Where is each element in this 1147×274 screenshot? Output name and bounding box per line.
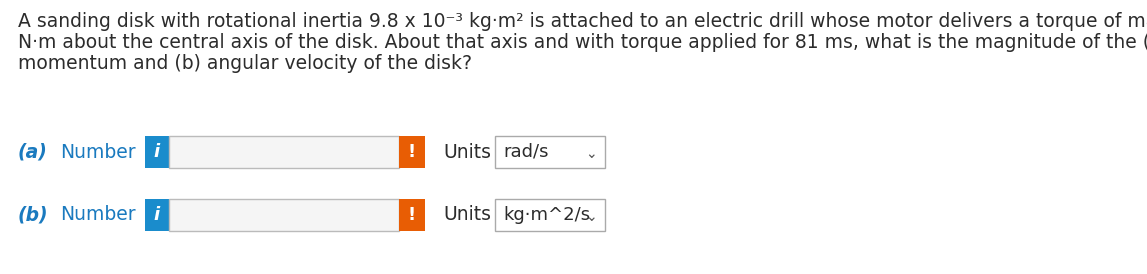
Text: (b): (b) [18,206,48,224]
Text: i: i [154,206,161,224]
Text: ⌄: ⌄ [585,210,596,224]
FancyBboxPatch shape [169,136,399,168]
FancyBboxPatch shape [399,199,426,231]
Text: N·m about the central axis of the disk. About that axis and with torque applied : N·m about the central axis of the disk. … [18,33,1147,52]
Text: !: ! [408,143,416,161]
Text: kg·m^2/s: kg·m^2/s [504,206,590,224]
Text: !: ! [408,206,416,224]
Text: A sanding disk with rotational inertia 9.8 x 10⁻³ kg·m² is attached to an electr: A sanding disk with rotational inertia 9… [18,12,1147,31]
Text: Units: Units [443,206,491,224]
Text: ⌄: ⌄ [585,147,596,161]
FancyBboxPatch shape [145,199,169,231]
Text: momentum and (b) angular velocity of the disk?: momentum and (b) angular velocity of the… [18,54,473,73]
Text: Number: Number [60,206,135,224]
FancyBboxPatch shape [496,199,604,231]
Text: rad/s: rad/s [504,143,548,161]
FancyBboxPatch shape [496,136,604,168]
Text: Number: Number [60,142,135,161]
FancyBboxPatch shape [145,136,169,168]
FancyBboxPatch shape [399,136,426,168]
Text: (a): (a) [18,142,48,161]
FancyBboxPatch shape [169,199,399,231]
Text: Units: Units [443,142,491,161]
Text: i: i [154,143,161,161]
